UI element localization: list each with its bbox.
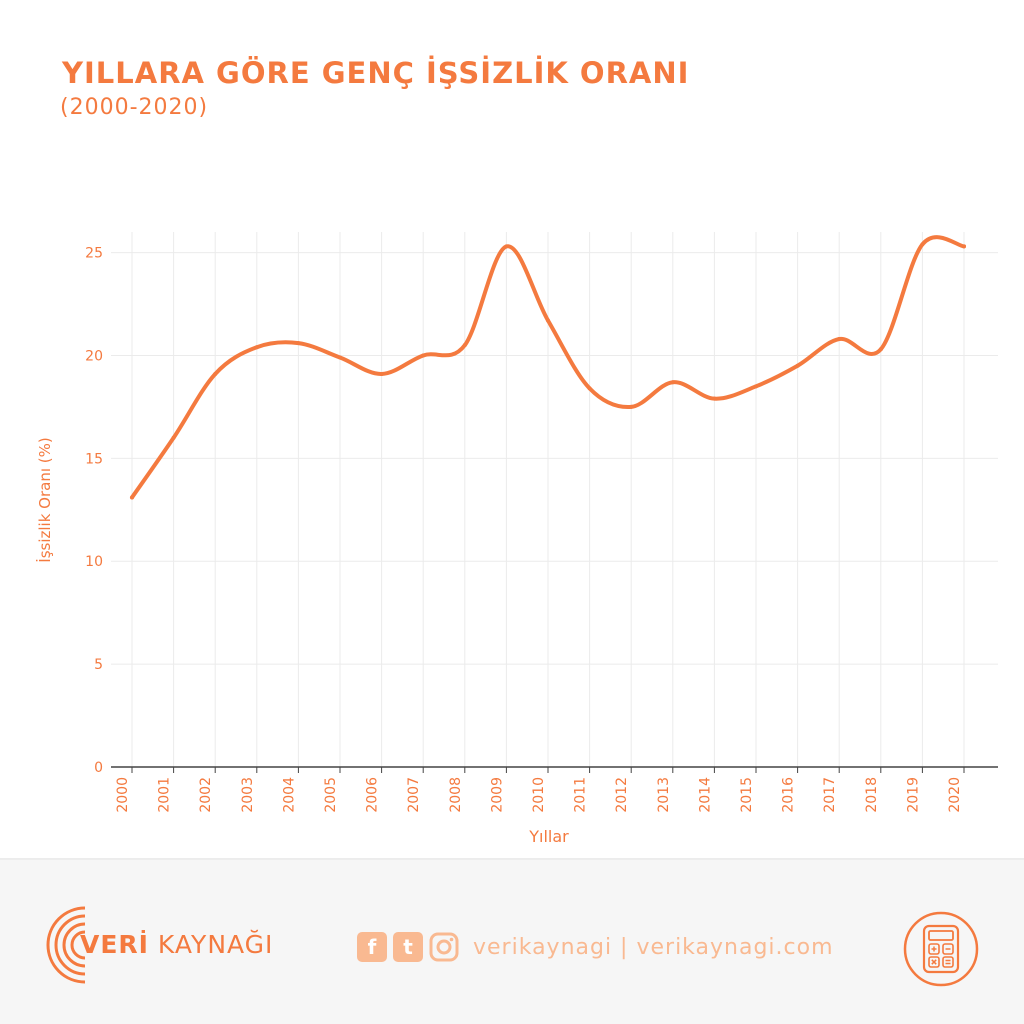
brand-logo — [40, 900, 130, 994]
footer — [0, 860, 1024, 1024]
y-tick-label: 20 — [85, 348, 103, 364]
y-tick-label: 10 — [85, 554, 103, 570]
x-tick-label: 2011 — [573, 777, 589, 813]
chart-subtitle: (2000-2020) — [60, 95, 209, 120]
x-tick-label: 2019 — [905, 777, 921, 813]
data-point — [254, 345, 259, 350]
x-tick-label: 2014 — [697, 777, 713, 813]
x-tick-label: 2009 — [489, 777, 505, 813]
x-tick-label: 2006 — [365, 777, 381, 813]
x-tick-label: 2004 — [281, 777, 297, 813]
y-tick-label: 15 — [85, 451, 103, 467]
data-point — [421, 353, 426, 358]
x-tick-label: 2020 — [947, 777, 963, 813]
data-point — [587, 386, 592, 391]
x-tick-labels: 2000 2001 2002 2003 2004 2005 2006 2007 2008 2009… — [115, 777, 963, 813]
data-point — [712, 396, 717, 401]
grid-lines — [111, 232, 998, 767]
data-point — [504, 244, 509, 249]
brand-arc-icon — [46, 906, 86, 984]
x-tick-label: 2001 — [157, 777, 173, 813]
data-point — [629, 404, 634, 409]
x-tick-label: 2016 — [781, 777, 797, 813]
facebook-icon[interactable]: f — [357, 932, 387, 962]
x-axis-label: Yıllar — [528, 827, 569, 846]
social-links: f t verikaynagi | verikaynagi.com — [357, 931, 834, 963]
data-point — [670, 380, 675, 385]
calculator-icon — [903, 911, 979, 987]
y-axis-label: İşsizlik Oranı (%) — [35, 437, 54, 562]
y-tick-label: 25 — [85, 246, 103, 262]
data-point — [754, 384, 758, 389]
data-point — [338, 355, 342, 360]
x-tick-label: 2005 — [323, 777, 339, 813]
data-point — [795, 363, 800, 368]
x-tick-label: 2012 — [614, 777, 630, 813]
brand-name-bold: VERİ — [80, 930, 149, 959]
instagram-icon[interactable] — [429, 932, 459, 962]
x-tick-label: 2010 — [531, 777, 547, 813]
data-point — [130, 495, 134, 500]
x-tick-label: 2003 — [240, 777, 256, 813]
y-tick-label: 5 — [94, 657, 103, 673]
social-handle[interactable]: verikaynagi | verikaynagi.com — [473, 934, 834, 960]
x-tick-label: 2007 — [406, 777, 422, 813]
y-tick-label: 0 — [94, 760, 103, 776]
data-point — [920, 242, 925, 247]
axes — [111, 766, 998, 773]
data-point — [878, 347, 883, 352]
x-tick-label: 2008 — [448, 777, 464, 813]
data-point — [962, 244, 966, 249]
chart-title: YILLARA GÖRE GENÇ İŞSİZLİK ORANI — [62, 56, 690, 90]
data-point — [379, 371, 384, 376]
data-point — [462, 343, 467, 348]
data-point — [546, 318, 550, 323]
series — [130, 235, 966, 500]
data-point — [837, 337, 842, 341]
y-tick-labels: 0 5 10 15 20 25 — [85, 246, 103, 776]
x-tick-label: 2018 — [864, 777, 880, 813]
brand-name-rest: KAYNAĞI — [148, 930, 274, 959]
x-tick-label: 2015 — [739, 777, 755, 813]
data-point — [213, 371, 218, 376]
data-point — [171, 435, 176, 440]
x-tick-label: 2000 — [115, 777, 131, 813]
brand-name: VERİ KAYNAĞI — [80, 930, 273, 959]
x-tick-label: 2002 — [198, 777, 214, 813]
x-tick-label: 2017 — [822, 777, 838, 813]
x-tick-label: 2013 — [656, 777, 672, 813]
twitter-icon[interactable]: t — [393, 932, 423, 962]
data-point — [296, 341, 301, 346]
